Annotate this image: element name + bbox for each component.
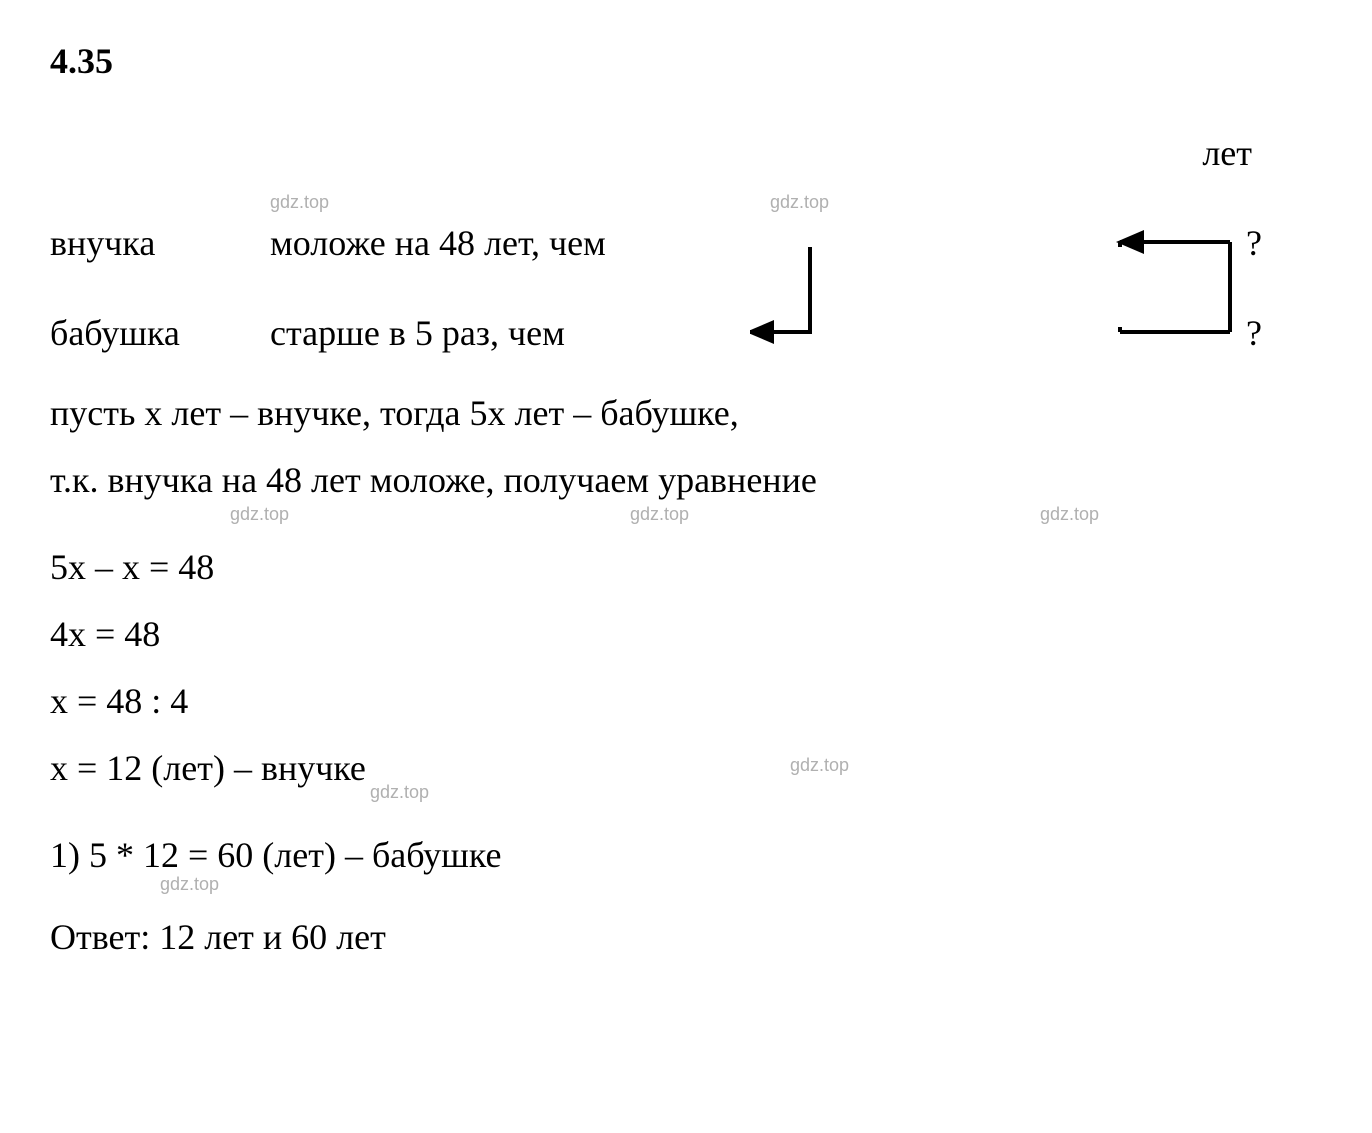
equation-3: х = 48 : 4: [50, 680, 1322, 722]
step-1: 1) 5 * 12 = 60 (лет) – бабушке gdz.top: [50, 834, 1322, 876]
row2-person-label: бабушка: [50, 312, 180, 354]
equation-1: 5х – х = 48: [50, 546, 1322, 588]
equation-4: х = 12 (лет) – внучке gdz.top gdz.top: [50, 747, 1322, 789]
dependency-arrows: [750, 217, 1270, 357]
watermark: gdz.top: [230, 504, 289, 525]
problem-table: лет gdz.top gdz.top внучка моложе на 48 …: [50, 132, 1322, 352]
watermark: gdz.top: [370, 782, 429, 803]
setup-line-1: пусть х лет – внучке, тогда 5х лет – баб…: [50, 392, 1322, 434]
watermark: gdz.top: [160, 874, 219, 895]
watermark: gdz.top: [1040, 504, 1099, 525]
row1-person-label: внучка: [50, 222, 155, 264]
row1-condition: моложе на 48 лет, чем: [270, 222, 606, 264]
answer-line: Ответ: 12 лет и 60 лет: [50, 916, 1322, 958]
solution-text: пусть х лет – внучке, тогда 5х лет – баб…: [50, 392, 1322, 958]
watermark: gdz.top: [630, 504, 689, 525]
equation-2: 4х = 48: [50, 613, 1322, 655]
watermark: gdz.top: [270, 192, 329, 213]
watermark: gdz.top: [770, 192, 829, 213]
watermark: gdz.top: [790, 755, 849, 776]
column-header-years: лет: [1202, 132, 1252, 174]
problem-number: 4.35: [50, 40, 1322, 82]
row2-condition: старше в 5 раз, чем: [270, 312, 565, 354]
setup-line-2: т.к. внучка на 48 лет моложе, получаем у…: [50, 459, 1322, 501]
